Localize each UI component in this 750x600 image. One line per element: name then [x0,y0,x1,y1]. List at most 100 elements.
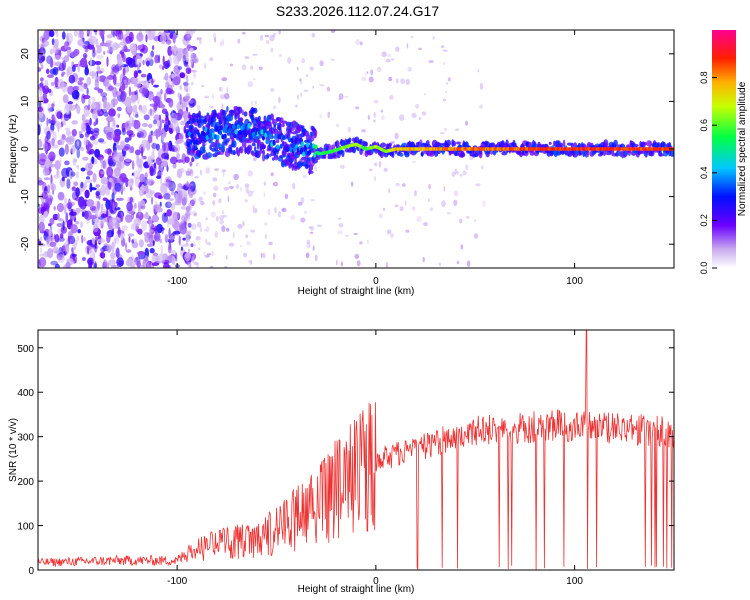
spectrogram-noise-blob [188,192,191,195]
spectrogram-noise-blob [465,120,469,126]
spectrogram-noise-blob [228,185,234,189]
spectrogram-noise-blob [93,50,98,56]
spectrogram-noise-blob [94,60,102,66]
spectrogram-noise-blob [68,74,76,84]
spectrogram-noise-blob [264,222,267,226]
track-core-point [203,135,207,141]
track-halo-blob [456,141,461,145]
spectrogram-noise-blob [366,71,369,74]
track-halo-blob [239,117,244,122]
spectrogram-noise-blob [212,93,214,100]
spectrogram-noise-blob [189,183,194,186]
spectrogram-noise-blob [239,244,243,247]
spectrogram-noise-blob [91,109,99,120]
chart-title: S233.2026.112.07.24.G17 [275,3,440,19]
spectrogram-noise-blob [141,146,144,158]
spectrogram-noise-blob [54,160,61,171]
spectrogram-noise-blob [126,249,132,253]
spectrogram-noise-blob [49,218,55,225]
spectrogram-noise-blob [182,99,187,111]
spectrogram-noise-blob [96,44,102,54]
spectrogram-noise-blob [141,105,147,115]
track-halo-blob [254,146,257,152]
spectrogram-noise-blob [194,176,199,179]
spectrogram-noise-blob [185,261,190,266]
spectrogram-noise-blob [98,216,105,220]
spectrogram-noise-blob [186,66,189,74]
spectrogram-noise-blob [213,192,217,198]
spectrogram-noise-blob [473,233,479,239]
spectrogram-noise-blob [112,74,117,85]
track-halo-blob [399,153,404,157]
track-halo-blob [241,109,244,116]
spectrogram-noise-blob [94,78,99,89]
spectrogram-noise-blob [388,76,393,82]
spectrogram-noise-blob [128,86,131,97]
spectrogram-noise-blob [98,75,107,83]
spectrogram-noise-blob [258,66,263,71]
spectrogram-noise-blob [479,82,483,90]
track-halo-blob [380,142,387,148]
track-halo-blob [237,106,243,114]
spectrogram-noise-blob [166,59,171,68]
track-halo-blob [210,120,214,128]
spectrogram-noise-blob [82,37,85,43]
spectrogram-noise-blob [151,142,158,149]
track-halo-blob [478,150,483,159]
track-halo-blob [202,126,206,132]
spectrogram-noise-blob [121,83,126,91]
spectrogram-noise-blob [312,245,315,251]
spectrogram-y-tick-label: 0 [20,146,31,152]
spectrogram-noise-blob [187,34,192,38]
spectrogram-noise-blob [173,65,181,74]
spectrogram-noise-blob [190,243,194,248]
spectrogram-noise-blob [184,82,190,87]
track-halo-blob [313,133,317,139]
spectrogram-noise-blob [124,143,131,150]
spectrogram-noise-blob [178,132,184,141]
spectrogram-noise-blob [381,115,385,121]
spectrogram-noise-blob [407,66,412,72]
spectrogram-noise-blob [45,68,50,75]
track-halo-blob [648,140,652,148]
spectrogram-noise-blob [79,57,88,68]
spectrogram-noise-blob [67,235,71,246]
spectrogram-noise-blob [141,122,148,128]
spectrogram-noise-blob [356,260,361,267]
spectrogram-noise-blob [167,120,171,126]
spectrogram-noise-blob [70,224,78,234]
spectrogram-noise-blob [63,197,68,208]
spectrogram-noise-blob [316,224,323,228]
spectrogram-noise-blob [67,85,75,95]
track-halo-blob [207,121,211,126]
spectrogram-noise-blob [43,177,51,181]
spectrogram-noise-blob [172,33,176,44]
spectrogram-noise-blob [148,123,153,129]
spectrogram-noise-blob [186,88,189,93]
colorbar-tick-label: 0.0 [699,262,709,275]
spectrogram-noise-blob [214,37,217,43]
spectrogram-noise-blob [330,30,336,34]
spectrogram-noise-blob [343,95,349,98]
track-halo-blob [634,144,639,147]
spectrogram-noise-blob [188,248,190,253]
spectrogram-noise-blob [443,61,446,65]
spectrogram-noise-blob [100,92,108,98]
spectrogram-noise-blob [75,221,80,225]
spectrogram-noise-blob [221,103,224,110]
spectrogram-noise-blob [44,160,51,168]
spectrogram-noise-blob [66,48,72,57]
track-halo-blob [198,115,204,119]
spectrogram-noise-blob [83,41,91,45]
spectrogram-noise-blob [123,45,128,53]
spectrogram-noise-blob [205,167,210,174]
spectrogram-noise-blob [453,190,459,197]
track-halo-blob [658,153,665,157]
spectrogram-noise-blob [151,262,160,267]
spectrogram-noise-blob [247,142,252,146]
spectrogram-noise-blob [89,250,96,259]
track-core-point [234,129,238,135]
spectrogram-noise-blob [221,77,228,82]
spectrogram-noise-blob [106,56,109,67]
spectrogram-noise-blob [228,242,235,247]
